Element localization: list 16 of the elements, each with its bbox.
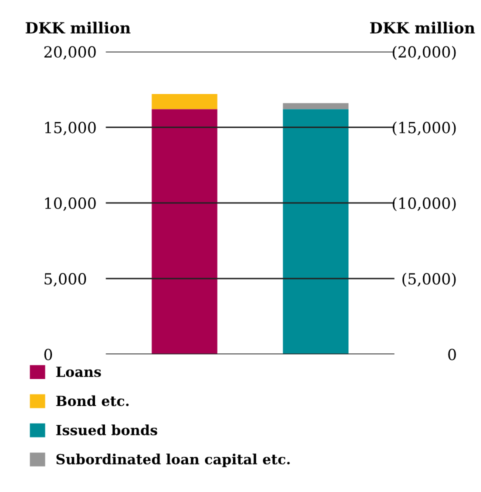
y-tick-label: 15,000 — [45, 122, 96, 136]
y-axis-title: DKK million — [26, 22, 130, 34]
y2-tick-label: (15,000) — [392, 122, 456, 136]
y-tick-label: 0 — [44, 348, 52, 360]
y2-tick-label: (5,000) — [402, 272, 456, 287]
legend-label: Issued bonds — [56, 424, 158, 436]
y-tick-label: 10,000 — [45, 197, 96, 211]
y-tick-label: 20,000 — [44, 46, 96, 60]
y2-axis-title: DKK million — [370, 22, 475, 34]
y2-tick-label: (10,000) — [392, 197, 456, 212]
legend-label: Bond etc. — [56, 395, 129, 406]
legend-label: Loans — [56, 366, 101, 378]
y-tick-label: 5,000 — [44, 273, 86, 286]
y2-tick-label: 0 — [448, 348, 456, 360]
legend-label: Subordinated loan capital etc. — [56, 454, 290, 468]
y2-tick-label: (20,000) — [392, 46, 456, 60]
